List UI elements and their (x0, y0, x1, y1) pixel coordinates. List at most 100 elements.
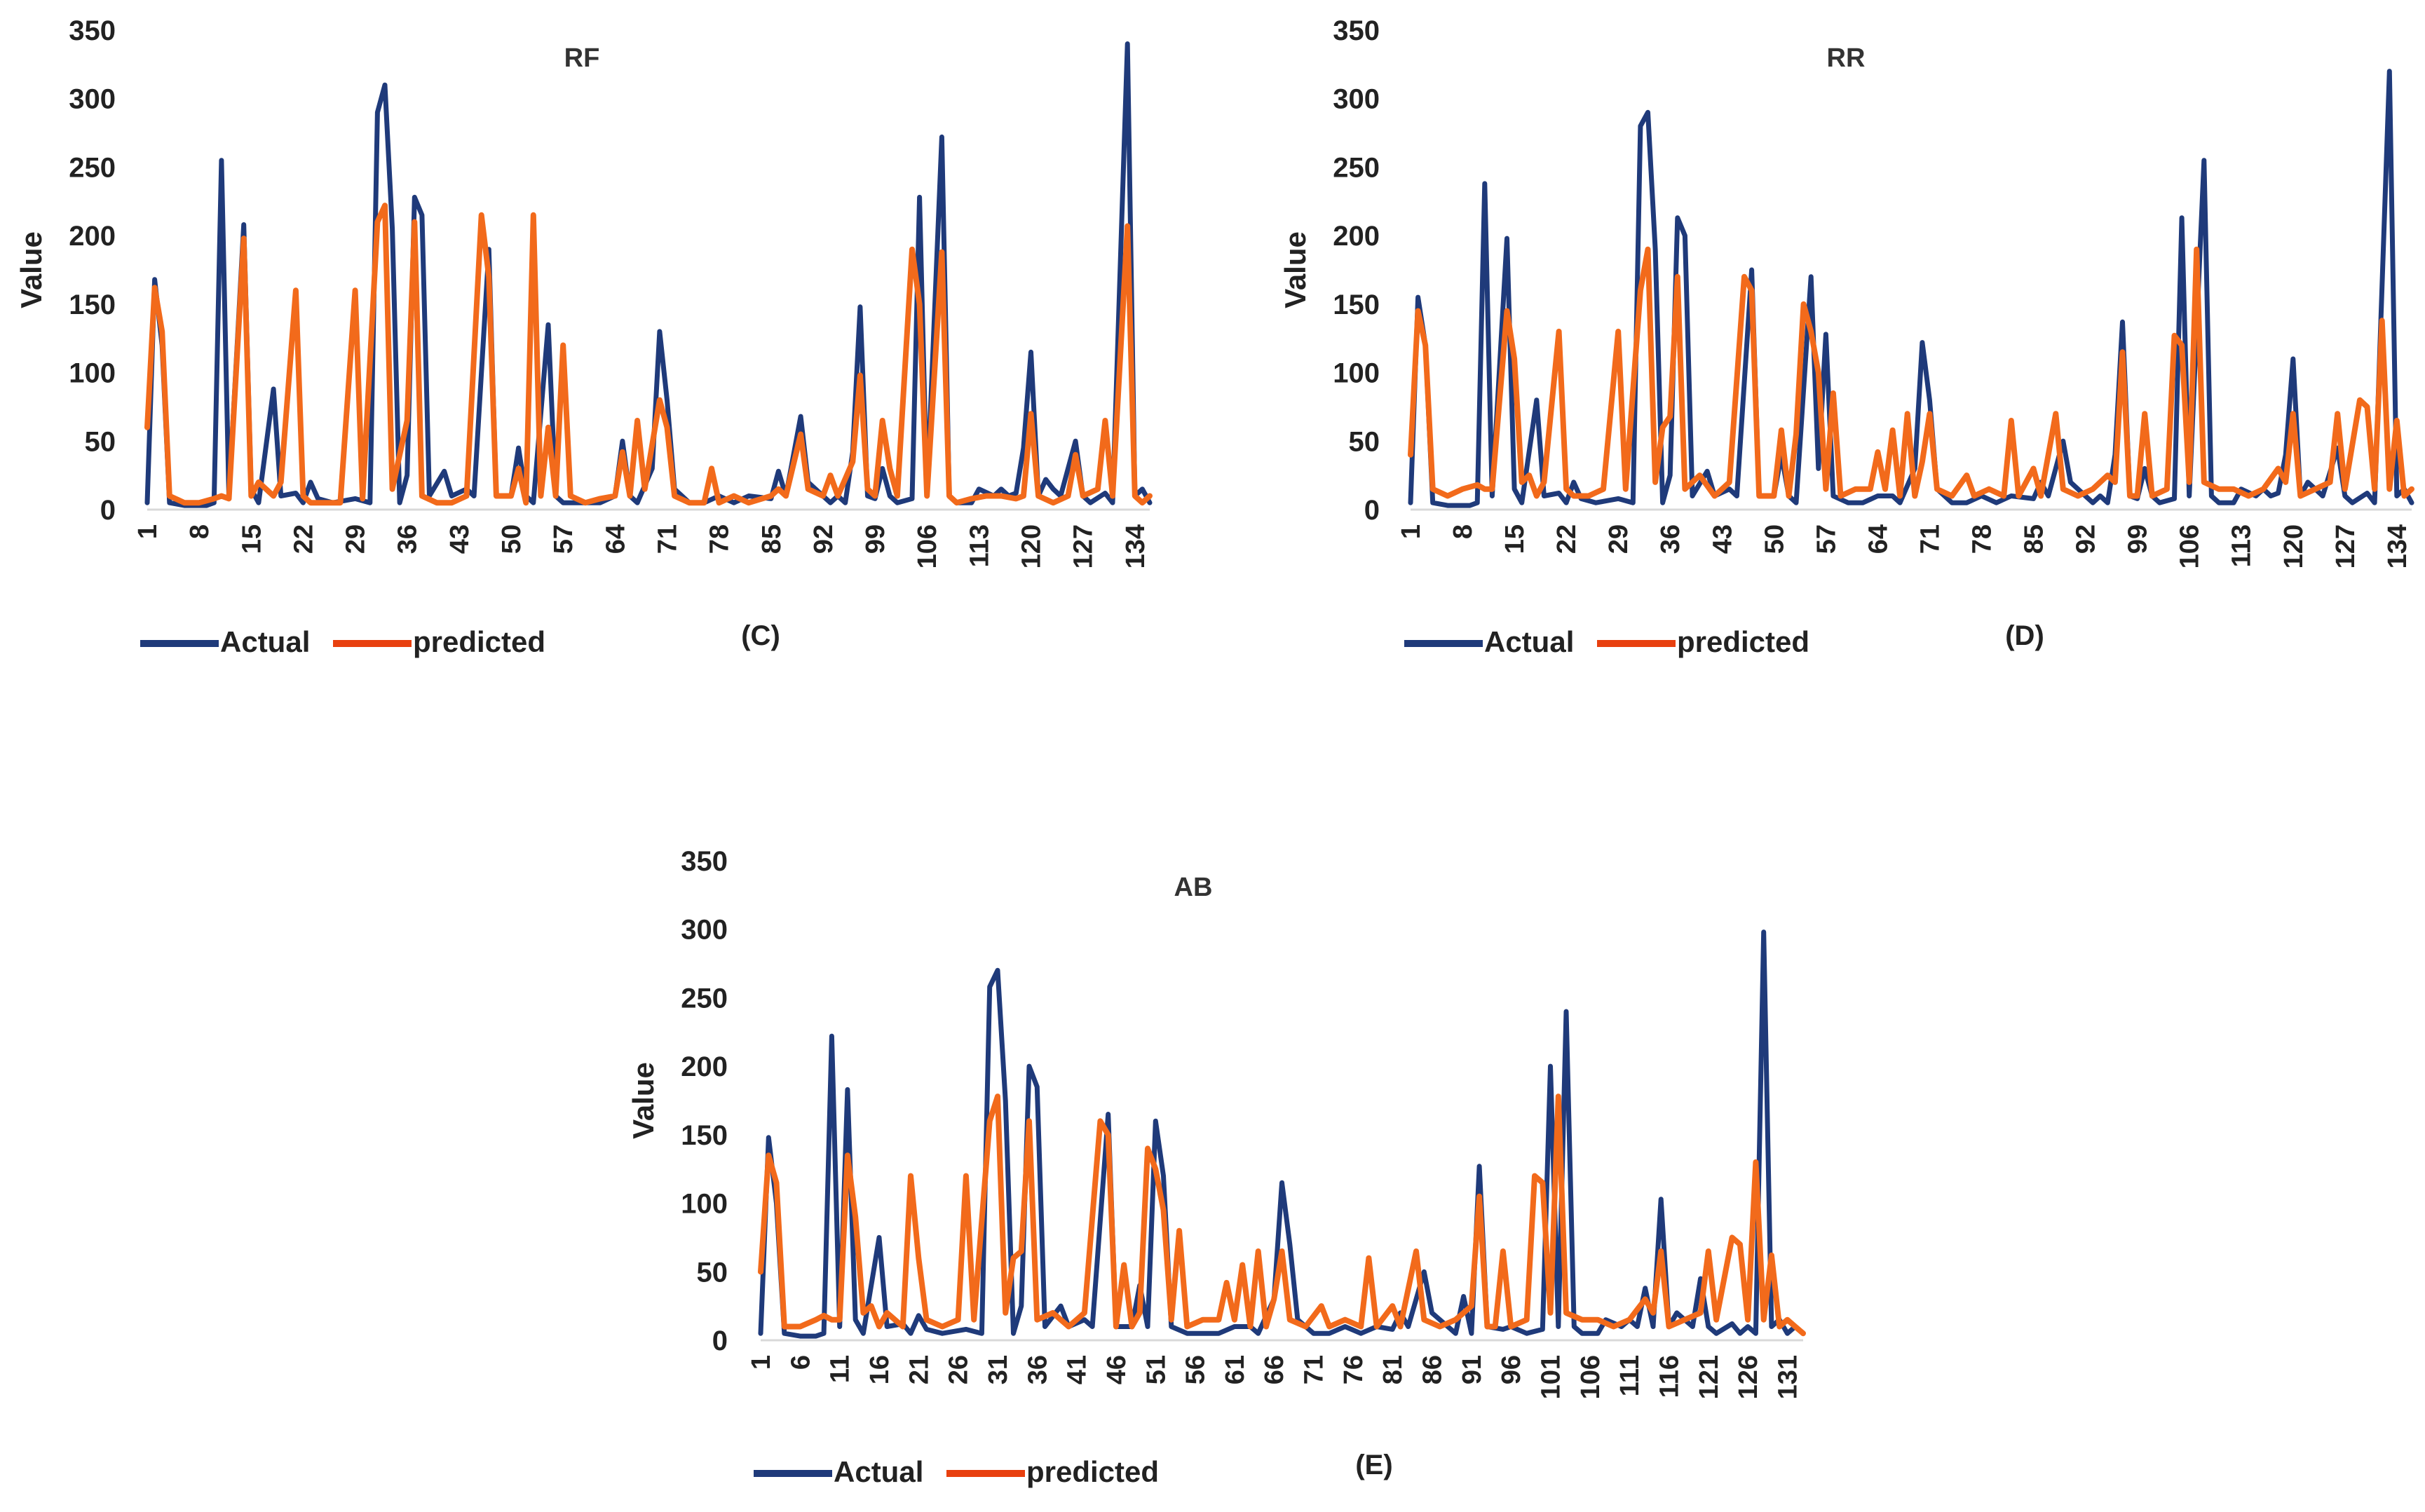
x-tick-label: 1 (1397, 524, 1426, 539)
x-tick-label: 15 (237, 524, 266, 554)
x-tick-label: 85 (757, 524, 787, 554)
legend-item-predicted: predicted (1597, 625, 1809, 658)
y-tick-label: 350 (69, 15, 116, 46)
x-tick-label: 51 (1141, 1355, 1171, 1384)
x-tick-label: 111 (1615, 1355, 1645, 1396)
x-tick-label: 22 (1552, 524, 1582, 554)
x-tick-label: 15 (1500, 524, 1530, 554)
x-tick-label: 36 (393, 524, 423, 554)
panel-label: (D) (2005, 620, 2044, 651)
y-tick-label: 200 (69, 221, 116, 252)
series-line-actual (758, 929, 1806, 1339)
x-tick-label: 126 (1734, 1355, 1763, 1399)
legend-label: Actual (834, 1455, 923, 1488)
y-tick-label: 0 (1364, 495, 1380, 526)
x-tick-label: 46 (1102, 1355, 1132, 1384)
legend-label: Actual (1484, 625, 1574, 658)
x-tick-label: 71 (1300, 1355, 1329, 1384)
x-tick-label: 22 (289, 524, 318, 554)
x-tick-label: 92 (809, 524, 838, 554)
x-tick-label: 131 (1773, 1355, 1802, 1399)
x-tick-label: 8 (1448, 524, 1478, 539)
legend-label: Actual (220, 625, 310, 658)
y-tick-label: 150 (69, 290, 116, 320)
series-line-predicted (1408, 246, 2414, 499)
x-tick-label: 64 (1863, 524, 1893, 554)
y-tick-label: 0 (100, 495, 116, 526)
x-tick-label: 71 (1915, 524, 1945, 554)
y-tick-label: 0 (712, 1326, 728, 1356)
x-tick-label: 127 (1069, 524, 1099, 568)
series-line-predicted (758, 1094, 1806, 1337)
y-tick-label: 100 (681, 1189, 728, 1220)
y-axis-label: Value (1279, 231, 1312, 308)
x-tick-label: 78 (1967, 524, 1997, 554)
y-tick-label: 50 (1349, 426, 1380, 457)
x-tick-label: 50 (1760, 524, 1789, 554)
x-tick-label: 61 (1221, 1355, 1250, 1384)
x-tick-label: 96 (1497, 1355, 1526, 1384)
x-tick-label: 99 (861, 524, 890, 554)
x-tick-label: 41 (1063, 1355, 1092, 1384)
x-tick-label: 26 (944, 1355, 974, 1384)
x-tick-label: 64 (601, 524, 630, 554)
x-tick-label: 106 (2175, 524, 2205, 568)
y-tick-label: 100 (69, 358, 116, 389)
x-tick-label: 92 (2072, 524, 2101, 554)
legend-label: predicted (413, 625, 545, 658)
x-tick-label: 71 (653, 524, 682, 554)
x-tick-label: 1 (747, 1355, 776, 1370)
x-tick-label: 101 (1537, 1355, 1566, 1399)
x-tick-label: 86 (1418, 1355, 1448, 1384)
x-tick-label: 78 (705, 524, 735, 554)
series-line-actual (1408, 69, 2414, 508)
x-tick-label: 106 (1576, 1355, 1605, 1399)
x-tick-label: 11 (826, 1355, 855, 1383)
x-tick-label: 81 (1378, 1355, 1408, 1384)
legend-item-predicted: predicted (946, 1455, 1159, 1488)
x-tick-label: 121 (1694, 1355, 1724, 1399)
y-tick-label: 150 (681, 1120, 728, 1151)
chart-title: AB (1174, 873, 1213, 902)
x-tick-label: 29 (341, 524, 371, 554)
legend-item-actual: Actual (140, 625, 310, 658)
x-tick-label: 134 (1121, 524, 1150, 568)
y-axis-label: Value (627, 1062, 660, 1139)
x-tick-label: 31 (984, 1355, 1013, 1384)
x-tick-label: 99 (2124, 524, 2153, 554)
legend-item-predicted: predicted (333, 625, 545, 658)
y-tick-label: 350 (1333, 15, 1380, 46)
x-tick-label: 50 (497, 524, 527, 554)
legend-label: predicted (1677, 625, 1809, 658)
x-tick-label: 120 (1017, 524, 1047, 568)
y-tick-label: 300 (1333, 84, 1380, 115)
x-tick-label: 29 (1604, 524, 1633, 554)
x-tick-label: 127 (2331, 524, 2361, 568)
chart-title: RF (564, 43, 600, 73)
y-tick-label: 300 (69, 84, 116, 115)
x-tick-label: 106 (913, 524, 942, 568)
y-tick-label: 250 (1333, 152, 1380, 183)
x-tick-label: 36 (1023, 1355, 1052, 1384)
x-tick-label: 8 (185, 524, 215, 539)
x-tick-label: 16 (865, 1355, 895, 1384)
y-tick-label: 100 (1333, 358, 1380, 389)
x-tick-label: 113 (965, 524, 994, 567)
y-tick-label: 250 (681, 983, 728, 1014)
x-tick-label: 43 (1708, 524, 1737, 554)
legend-label: predicted (1026, 1455, 1159, 1488)
x-tick-label: 134 (2383, 524, 2412, 568)
series-line-actual (144, 41, 1153, 508)
x-tick-label: 85 (2020, 524, 2049, 554)
y-tick-label: 250 (69, 152, 116, 183)
y-tick-label: 50 (85, 426, 116, 457)
y-tick-label: 300 (681, 915, 728, 946)
x-tick-label: 57 (1812, 524, 1841, 554)
x-tick-label: 113 (2227, 524, 2257, 567)
x-tick-label: 6 (786, 1355, 815, 1370)
legend-item-actual: Actual (754, 1455, 923, 1488)
x-tick-label: 120 (2279, 524, 2309, 568)
chart-title: RR (1827, 43, 1866, 73)
